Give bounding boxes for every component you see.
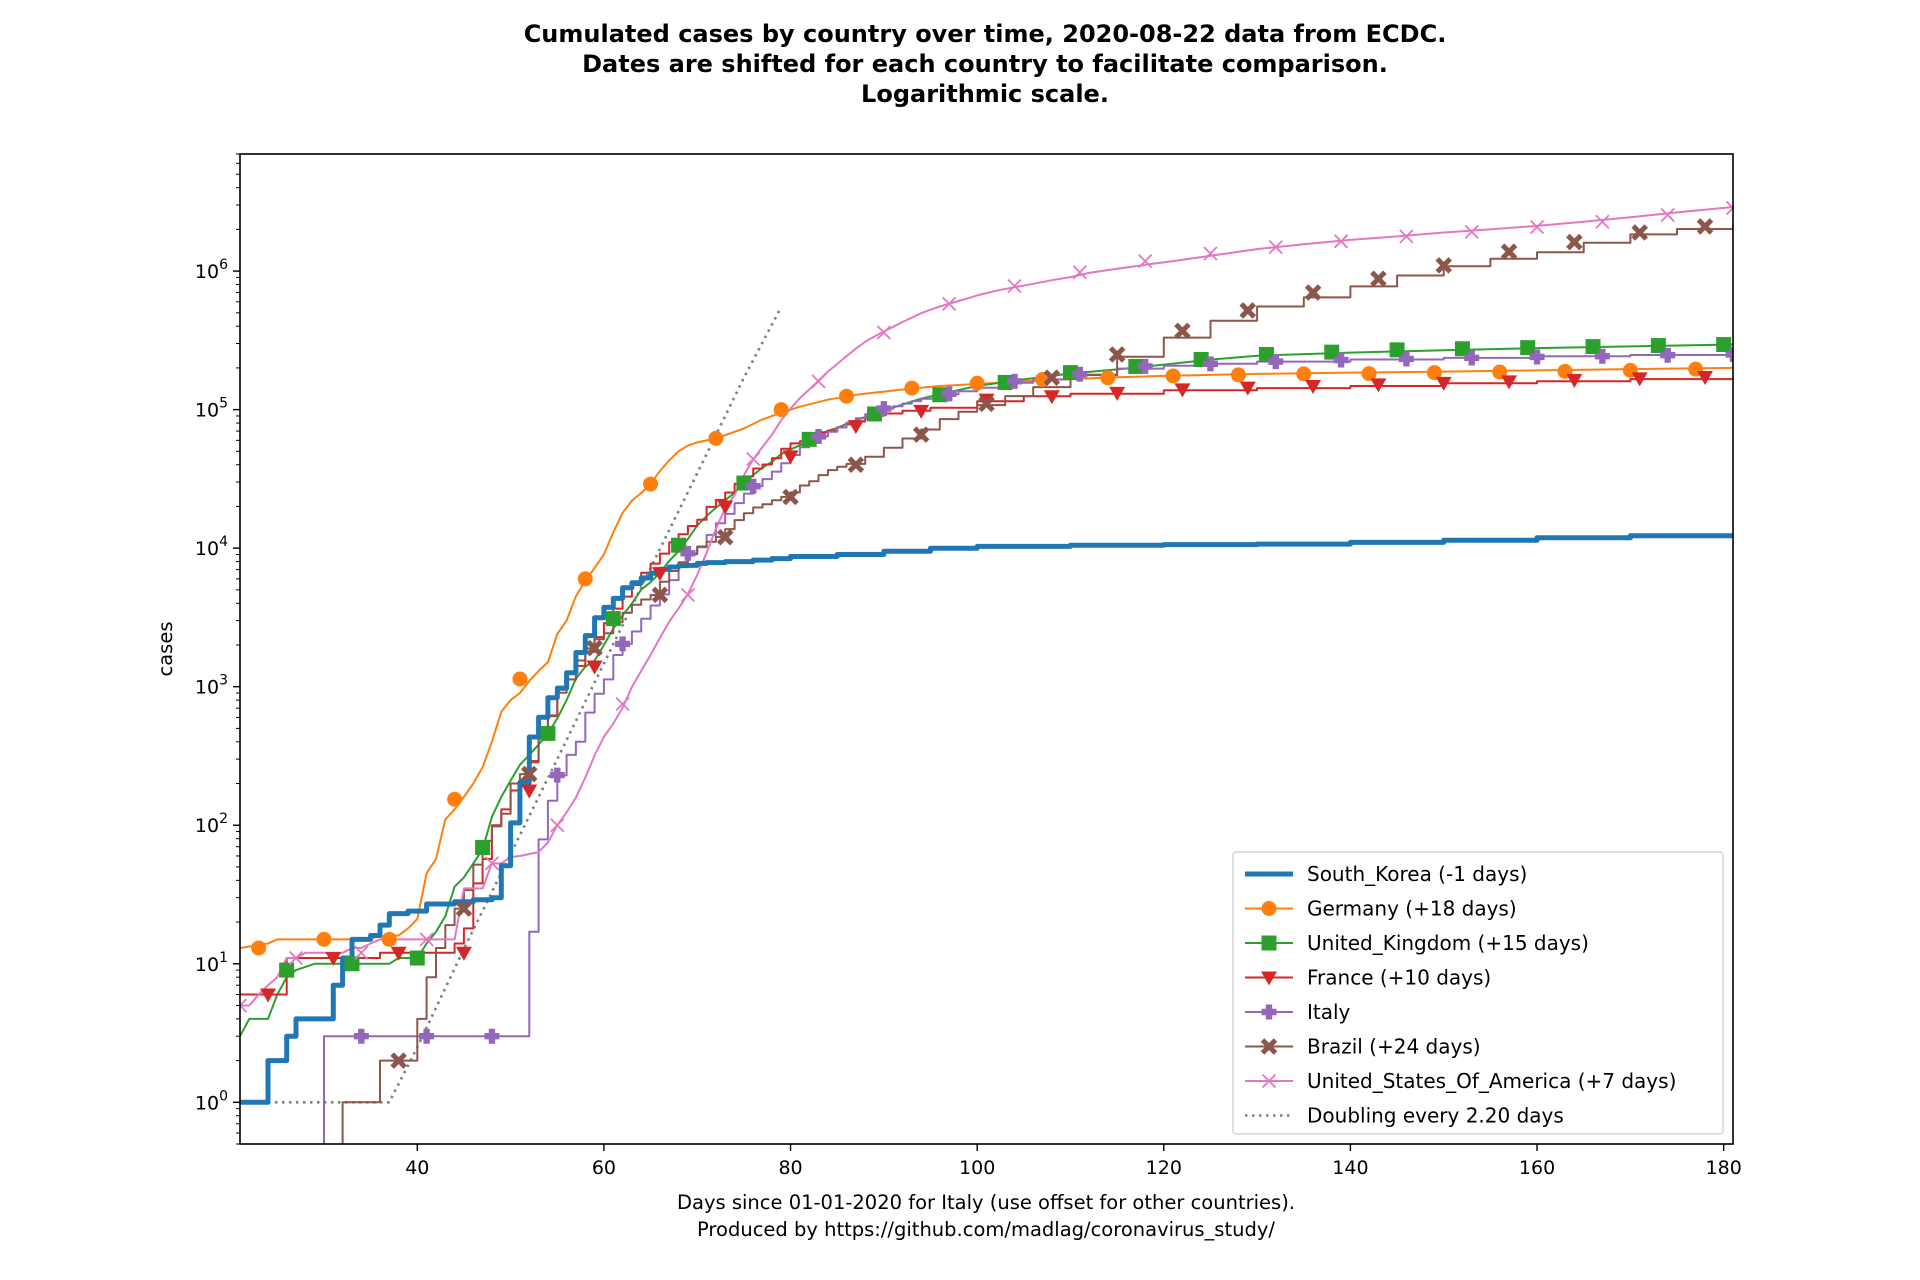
legend-marker — [1262, 901, 1277, 916]
series-line-doubling — [240, 307, 781, 1102]
y-tick-label: 106 — [195, 257, 228, 283]
x-tick-label: 120 — [1146, 1157, 1182, 1179]
x-axis-label-line-1: Days since 01-01-2020 for Italy (use off… — [677, 1191, 1295, 1214]
chart-title-line-3: Logarithmic scale. — [861, 80, 1109, 108]
y-axis-label: cases — [154, 622, 177, 677]
data-point-united-states-of-america — [681, 588, 694, 601]
data-point-germany — [904, 381, 919, 396]
data-point-united-kingdom — [475, 840, 490, 855]
y-tick-label: 100 — [195, 1088, 228, 1114]
data-point-brazil — [1503, 245, 1516, 258]
data-point-united-states-of-america — [1661, 208, 1674, 221]
data-point-italy — [484, 1029, 499, 1044]
chart-title-line-1: Cumulated cases by country over time, 20… — [524, 20, 1447, 48]
data-point-germany — [578, 571, 593, 586]
data-point-germany — [382, 932, 397, 947]
data-point-france — [521, 785, 537, 799]
legend-marker — [1262, 936, 1277, 951]
legend-label: Brazil (+24 days) — [1307, 1035, 1481, 1059]
legend-label: United_Kingdom (+15 days) — [1307, 931, 1589, 955]
data-point-france — [717, 500, 733, 514]
data-point-germany — [1100, 370, 1115, 385]
data-point-brazil — [1241, 304, 1254, 317]
data-point-united-states-of-america — [747, 453, 760, 466]
data-point-united-kingdom — [540, 726, 555, 741]
y-tick-label: 103 — [195, 673, 228, 699]
data-point-france — [848, 420, 864, 434]
data-point-italy — [354, 1029, 369, 1044]
data-point-germany — [643, 477, 658, 492]
x-axis-label-line-2: Produced by https://github.com/madlag/co… — [697, 1218, 1275, 1241]
data-point-united-states-of-america — [1204, 247, 1217, 260]
y-tick-label: 105 — [195, 396, 228, 422]
data-point-united-kingdom — [1716, 337, 1731, 352]
data-point-united-kingdom — [410, 951, 425, 966]
chart-title: Cumulated cases by country over time, 20… — [524, 20, 1447, 108]
data-point-germany — [1296, 366, 1311, 381]
data-point-united-kingdom — [606, 611, 621, 626]
data-point-united-kingdom — [1390, 342, 1405, 357]
legend-label: France (+10 days) — [1307, 966, 1491, 990]
data-point-germany — [316, 932, 331, 947]
data-point-united-kingdom — [279, 963, 294, 978]
x-tick-label: 160 — [1519, 1157, 1555, 1179]
data-point-united-kingdom — [1586, 339, 1601, 354]
data-point-brazil — [1699, 220, 1712, 233]
data-point-germany — [251, 940, 266, 955]
data-point-united-states-of-america — [877, 326, 890, 339]
chart-title-line-2: Dates are shifted for each country to fa… — [582, 50, 1388, 78]
data-point-germany — [839, 389, 854, 404]
data-point-germany — [512, 671, 527, 686]
data-point-germany — [708, 431, 723, 446]
x-tick-label: 100 — [959, 1157, 995, 1179]
data-point-germany — [774, 402, 789, 417]
data-point-united-states-of-america — [812, 375, 825, 388]
data-point-united-states-of-america — [1596, 215, 1609, 228]
data-point-united-kingdom — [1455, 341, 1470, 356]
legend-label: South_Korea (-1 days) — [1307, 862, 1527, 886]
x-tick-label: 60 — [592, 1157, 616, 1179]
legend-label: Italy — [1307, 1000, 1351, 1024]
data-point-brazil — [1176, 324, 1189, 337]
data-point-united-kingdom — [1651, 338, 1666, 353]
x-tick-label: 140 — [1332, 1157, 1368, 1179]
y-tick-label: 102 — [195, 811, 228, 837]
legend: South_Korea (-1 days) Germany (+18 days) U… — [1233, 852, 1723, 1134]
data-point-brazil — [1633, 226, 1646, 239]
x-tick-label: 180 — [1706, 1157, 1742, 1179]
data-point-france — [587, 660, 603, 674]
data-point-germany — [1166, 368, 1181, 383]
legend-label: United_States_Of_America (+7 days) — [1307, 1069, 1676, 1093]
x-axis: 40 60 80 100 120 140 160 180 — [405, 1144, 1742, 1179]
data-point-united-states-of-america — [1073, 266, 1086, 279]
data-point-united-kingdom — [1520, 340, 1535, 355]
data-point-france — [1697, 371, 1713, 385]
data-point-france — [913, 405, 929, 419]
legend-item-united-states-of-america: United_States_Of_America (+7 days) — [1245, 1069, 1676, 1093]
data-point-brazil — [1372, 272, 1385, 285]
data-point-united-states-of-america — [551, 819, 564, 832]
x-tick-label: 80 — [778, 1157, 802, 1179]
data-point-germany — [1231, 367, 1246, 382]
data-point-germany — [447, 792, 462, 807]
data-point-france — [1240, 382, 1256, 396]
legend-label: Germany (+18 days) — [1307, 897, 1517, 921]
data-point-germany — [970, 376, 985, 391]
y-axis: 100 101 102 103 104 105 106 — [195, 154, 240, 1144]
x-tick-label: 40 — [405, 1157, 429, 1179]
data-point-united-kingdom — [344, 956, 359, 971]
y-tick-label: 101 — [195, 950, 228, 976]
data-point-united-states-of-america — [943, 297, 956, 310]
data-point-brazil — [1568, 236, 1581, 249]
y-tick-label: 104 — [195, 534, 228, 560]
data-point-france — [1305, 380, 1321, 394]
legend-label: Doubling every 2.20 days — [1307, 1104, 1564, 1128]
